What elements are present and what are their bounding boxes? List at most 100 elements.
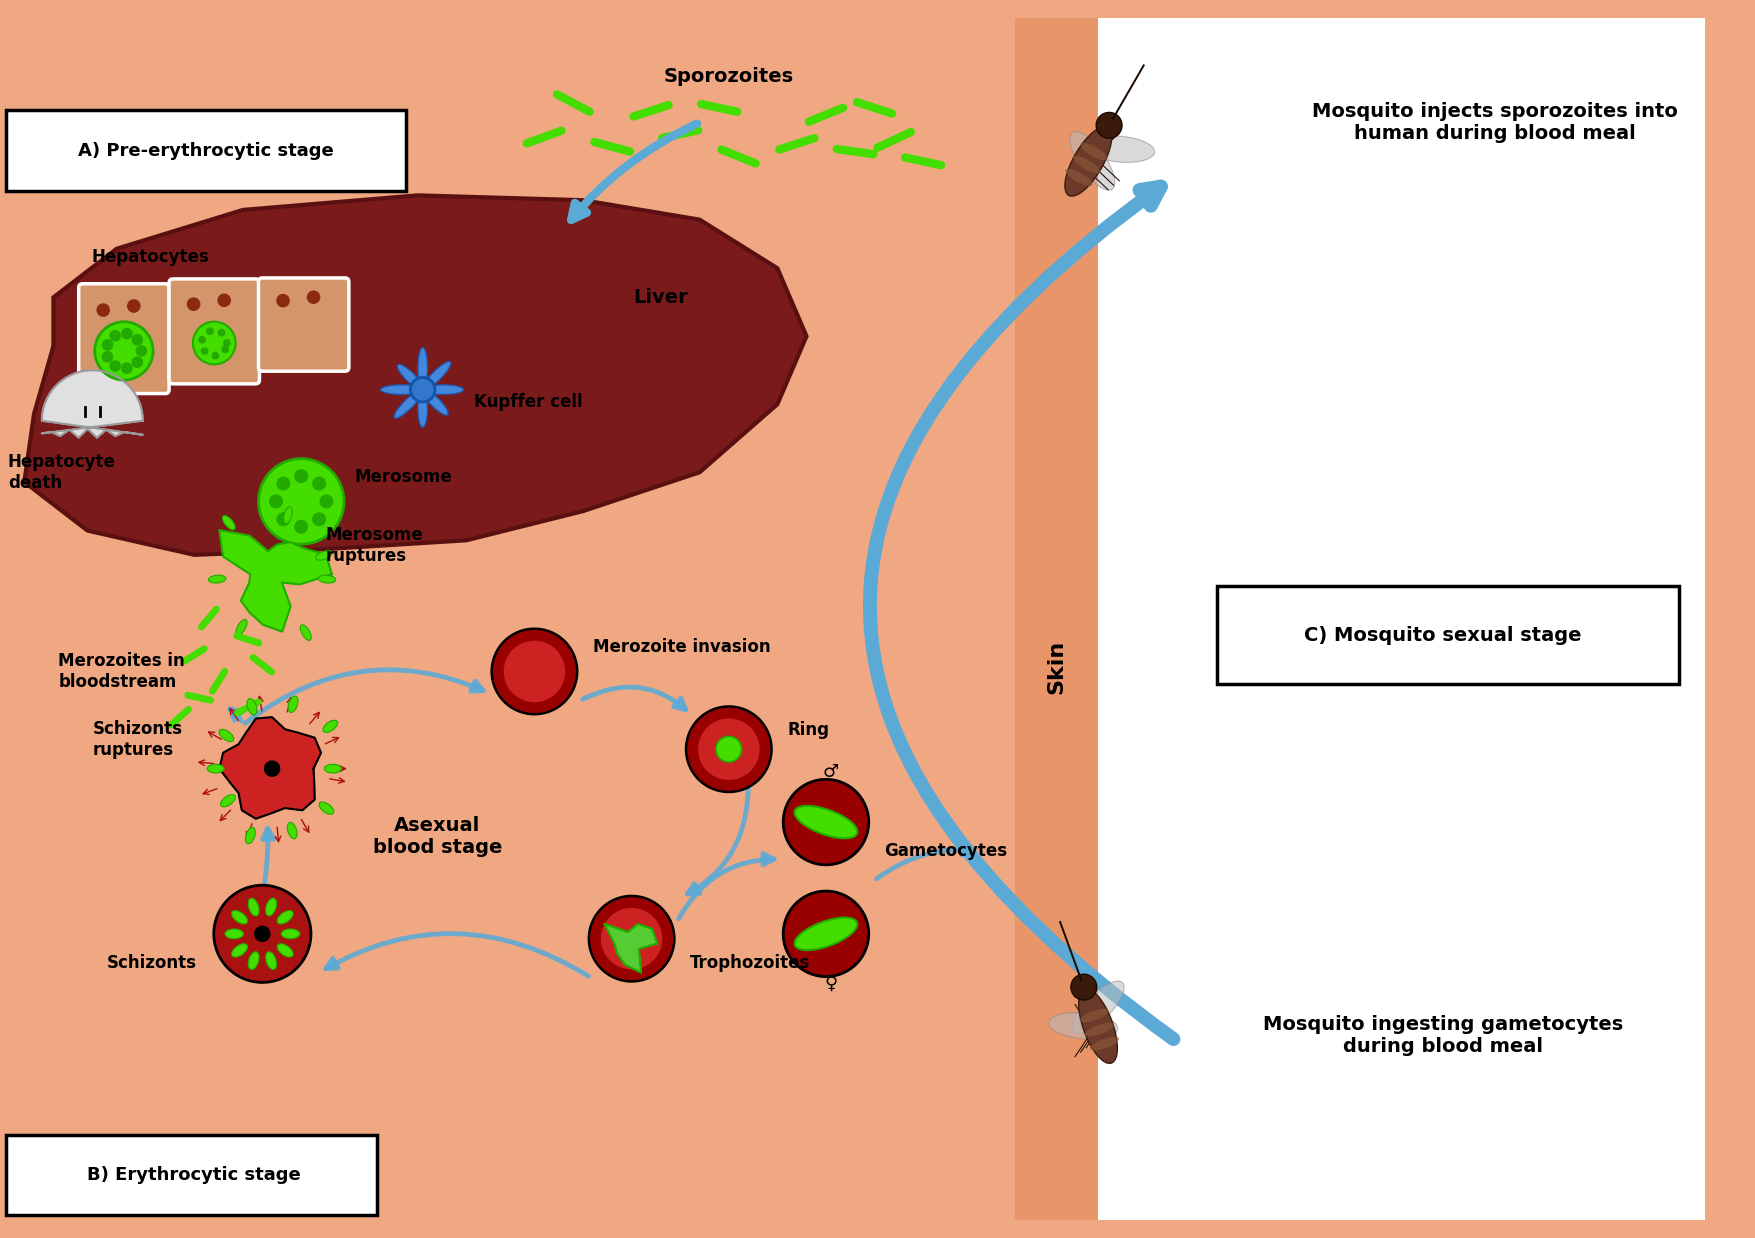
Text: Kupffer cell: Kupffer cell [474, 394, 583, 411]
Ellipse shape [225, 928, 244, 938]
Ellipse shape [1086, 136, 1155, 162]
Circle shape [200, 348, 209, 355]
Polygon shape [25, 196, 807, 555]
Ellipse shape [219, 729, 233, 742]
Ellipse shape [381, 385, 423, 395]
Ellipse shape [325, 764, 340, 773]
Ellipse shape [1090, 1036, 1120, 1051]
FancyBboxPatch shape [1216, 586, 1680, 685]
Circle shape [205, 327, 214, 335]
Text: Skin: Skin [1046, 640, 1067, 695]
Ellipse shape [265, 898, 277, 916]
Circle shape [132, 357, 144, 368]
Circle shape [491, 629, 577, 714]
Circle shape [276, 293, 290, 307]
Circle shape [686, 707, 772, 792]
FancyArrowPatch shape [679, 854, 774, 919]
Text: Hepatocytes: Hepatocytes [91, 249, 209, 266]
Ellipse shape [319, 802, 333, 815]
FancyArrowPatch shape [246, 670, 483, 723]
Ellipse shape [1065, 168, 1093, 186]
Text: Ring: Ring [786, 721, 828, 739]
Ellipse shape [300, 625, 311, 640]
Circle shape [198, 335, 205, 344]
Ellipse shape [395, 389, 423, 418]
Circle shape [258, 458, 344, 545]
Polygon shape [219, 717, 321, 818]
Text: Sporozoites: Sporozoites [663, 67, 793, 85]
Circle shape [716, 737, 742, 763]
Circle shape [276, 477, 290, 490]
Circle shape [590, 896, 674, 982]
Circle shape [218, 329, 225, 337]
Bar [1016, 17, 1099, 1221]
Circle shape [214, 885, 311, 983]
Circle shape [504, 641, 565, 702]
Ellipse shape [281, 928, 300, 938]
Ellipse shape [418, 390, 428, 427]
Ellipse shape [232, 943, 247, 957]
FancyArrowPatch shape [326, 933, 588, 976]
Text: Asexual
blood stage: Asexual blood stage [372, 816, 502, 857]
Ellipse shape [423, 361, 451, 390]
Ellipse shape [284, 506, 293, 524]
Ellipse shape [795, 806, 858, 838]
Circle shape [186, 297, 200, 311]
Ellipse shape [316, 551, 332, 560]
Circle shape [254, 926, 270, 942]
Text: Trophozoites: Trophozoites [690, 954, 811, 972]
Ellipse shape [265, 952, 277, 969]
Ellipse shape [1072, 156, 1100, 173]
Ellipse shape [207, 764, 225, 773]
Text: Mosquito ingesting gametocytes
during blood meal: Mosquito ingesting gametocytes during bl… [1264, 1015, 1623, 1056]
FancyArrowPatch shape [230, 709, 242, 721]
Polygon shape [42, 370, 142, 438]
Text: ♀: ♀ [825, 974, 837, 993]
Circle shape [411, 378, 435, 402]
Circle shape [600, 907, 662, 969]
FancyArrowPatch shape [870, 187, 1174, 1039]
Ellipse shape [1049, 1013, 1118, 1039]
Ellipse shape [247, 898, 260, 916]
Text: Hepatocyte
death: Hepatocyte death [7, 453, 116, 491]
Ellipse shape [223, 515, 235, 530]
FancyBboxPatch shape [79, 284, 168, 394]
Circle shape [698, 718, 760, 780]
Circle shape [269, 494, 283, 509]
Bar [1099, 17, 1706, 1221]
Ellipse shape [277, 911, 293, 924]
Text: B) Erythrocytic stage: B) Erythrocytic stage [88, 1166, 302, 1184]
Ellipse shape [277, 943, 293, 957]
FancyArrowPatch shape [688, 787, 748, 894]
Circle shape [221, 345, 230, 353]
Ellipse shape [235, 619, 247, 635]
Circle shape [276, 513, 290, 526]
Text: ♂: ♂ [823, 763, 839, 781]
Circle shape [295, 520, 309, 534]
Ellipse shape [1085, 1023, 1114, 1036]
Circle shape [223, 339, 232, 347]
Text: Liver: Liver [634, 288, 688, 307]
Circle shape [312, 477, 326, 490]
Text: Schizonts
ruptures: Schizonts ruptures [93, 721, 183, 759]
Ellipse shape [232, 911, 247, 924]
FancyBboxPatch shape [258, 277, 349, 371]
Circle shape [109, 360, 121, 371]
Circle shape [1097, 113, 1121, 139]
Circle shape [97, 303, 111, 317]
Circle shape [193, 322, 235, 364]
FancyBboxPatch shape [5, 110, 405, 192]
FancyArrowPatch shape [583, 687, 686, 709]
Circle shape [121, 363, 133, 374]
Text: A) Pre-erythrocytic stage: A) Pre-erythrocytic stage [79, 141, 333, 160]
FancyArrowPatch shape [263, 828, 274, 883]
Circle shape [1071, 974, 1097, 1000]
Circle shape [126, 300, 140, 313]
Ellipse shape [397, 364, 423, 390]
Text: Merozoite invasion: Merozoite invasion [593, 638, 770, 656]
Circle shape [121, 328, 133, 339]
Ellipse shape [795, 917, 858, 950]
Ellipse shape [221, 795, 235, 807]
Text: Mosquito injects sporozoites into
human during blood meal: Mosquito injects sporozoites into human … [1311, 102, 1678, 142]
Ellipse shape [1072, 980, 1125, 1034]
